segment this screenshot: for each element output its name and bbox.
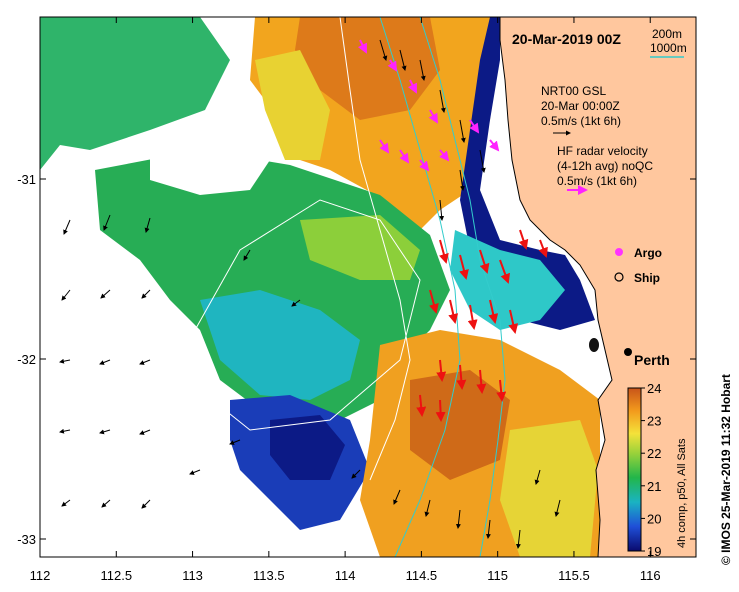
radar-legend-scale: 0.5m/s (1kt 6h) [557, 174, 637, 188]
ship-marker-icon [614, 272, 624, 282]
colorbar-tick-label: 21 [647, 479, 661, 494]
colorbar-ticks: 24 23 22 21 20 19 [641, 381, 661, 559]
x-tick-label: 113.5 [253, 568, 285, 583]
argo-marker-icon [615, 248, 623, 256]
x-tick-label: 114 [335, 568, 356, 583]
land-mass [499, 16, 697, 558]
colorbar-tick-label: 23 [647, 414, 661, 429]
isobath-legend-200m: 200m [652, 27, 682, 41]
sst-patch-south-warm [410, 370, 510, 480]
sst-patch-cold-deep [270, 415, 345, 480]
cloud-hole-west [150, 130, 270, 195]
sst-patch-south-yellow [500, 420, 598, 557]
radar-legend-name: HF radar velocity [557, 144, 648, 158]
y-tick-label: -31 [17, 172, 36, 187]
model-legend-time: 20-Mar 00:00Z [541, 99, 620, 113]
cloud-hole-sw [40, 400, 300, 557]
x-tick-label: 115 [487, 568, 508, 583]
colorbar-tick-label: 19 [647, 544, 661, 559]
map-title: 20-Mar-2019 00Z [512, 31, 621, 47]
y-axis-ticks: -31 -32 -33 [17, 172, 696, 547]
colorbar-label: 4h comp, p50, All Sats [676, 438, 688, 548]
y-tick-label: -32 [17, 352, 36, 367]
x-tick-label: 113 [182, 568, 203, 583]
plot-frame [39, 16, 697, 558]
isobath-legend-1000m: 1000m [650, 41, 687, 55]
x-tick-label: 112.5 [100, 568, 132, 583]
colorbar [627, 387, 642, 552]
isobath-200m [419, 16, 506, 558]
isobath-white-1 [339, 16, 411, 481]
model-legend-scale: 0.5m/s (1kt 6h) [541, 114, 621, 128]
radar-current-arrows [416, 229, 548, 422]
y-tick-label: -33 [17, 532, 36, 547]
colorbar-tick-label: 22 [647, 446, 661, 461]
x-tick-label: 115.5 [558, 568, 590, 583]
colorbar-tick-label: 20 [647, 511, 661, 526]
credit-text: © IMOS 25-Mar-2019 11:32 Hobart [719, 374, 733, 565]
x-tick-label: 114.5 [406, 568, 438, 583]
argo-legend-label: Argo [634, 246, 662, 260]
rottnest-island-icon [589, 338, 599, 352]
radar-current-arrows-alt [357, 39, 500, 172]
ship-legend-label: Ship [634, 271, 660, 285]
isobath-1000m [379, 16, 461, 558]
sst-patch-central-cyan [200, 290, 360, 400]
perth-city-label: Perth [634, 352, 670, 368]
x-tick-label: 112 [30, 568, 51, 583]
model-legend-name: NRT00 GSL [541, 84, 606, 98]
isobath-white-2 [194, 199, 421, 431]
perth-city-icon [624, 348, 632, 356]
x-axis-ticks: 112 112.5 113 113.5 114 114.5 115 115.5 116 [30, 17, 661, 583]
sst-patch-nw [40, 17, 230, 170]
x-tick-label: 116 [640, 568, 661, 583]
radar-legend-note: (4-12h avg) noQC [557, 159, 653, 173]
model-current-arrows [59, 39, 561, 549]
sst-patch-north-yellow [255, 50, 330, 160]
colorbar-tick-label: 24 [647, 381, 661, 396]
